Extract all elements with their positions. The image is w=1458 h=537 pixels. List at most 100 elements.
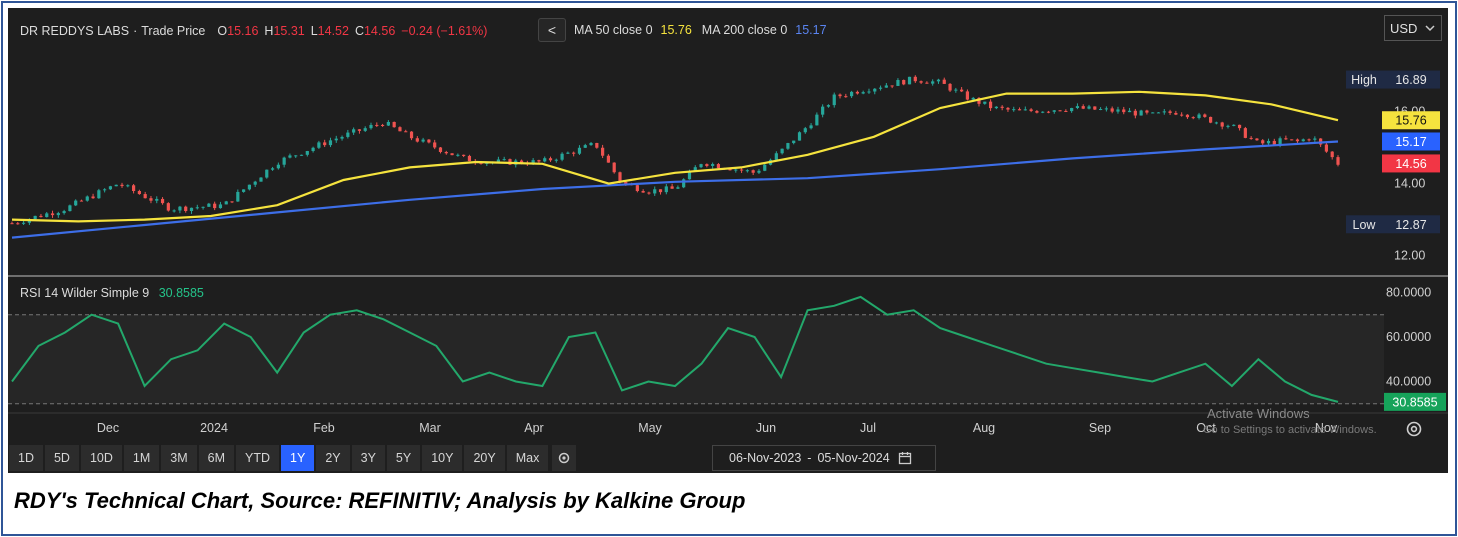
high-label: H [264,24,274,38]
candle-body [392,121,396,128]
candle-body [572,152,576,154]
candle-body [1301,139,1305,142]
timeframe-button-2y[interactable]: 2Y [316,445,350,471]
close-label: C [354,24,364,38]
change-value: −0.24 (−1.61%) [401,24,488,38]
timeframe-button-10y[interactable]: 10Y [422,445,463,471]
candle-body [693,167,697,172]
price-tick-label: 12.00 [1394,249,1425,263]
candle-body [386,121,390,126]
candle-body [242,189,246,192]
chart-legend: DR REDDYS LABS · Trade Price O 15.16 H 1… [20,18,491,44]
close-value: 14.56 [363,24,396,38]
candle-body [166,203,170,211]
high-price-label-tag [1346,70,1382,89]
candle-body [1290,139,1294,141]
candle-body [74,200,78,206]
candle-body [1145,110,1149,113]
candle-body [716,164,721,169]
timeframe-button-5y[interactable]: 5Y [386,445,421,471]
figure-caption: RDY's Technical Chart, Source: REFINITIV… [14,488,746,513]
timeframe-button-5d[interactable]: 5D [44,445,79,471]
high-price-value: 16.89 [1395,73,1426,87]
candle-body [438,147,443,152]
candle-body [1336,157,1340,165]
timeframe-button-20y[interactable]: 20Y [464,445,505,471]
rsi-last-value: 30.8585 [1392,395,1437,409]
candle-body [896,80,900,86]
candle-body [711,164,715,166]
candle-body [855,91,859,94]
candle-body [294,155,298,157]
candle-body [786,143,790,149]
candle-body [850,91,854,97]
timeframe-button-ytd[interactable]: YTD [236,445,280,471]
ma200-line [11,140,1339,239]
time-tick-label: 2024 [200,421,228,435]
candle-body [149,198,153,201]
candle-body [340,136,344,139]
candle-body [606,155,611,163]
candle-body [635,185,639,192]
ma50-value: 15.76 [660,23,692,37]
candle-body [415,138,419,142]
timeframe-button-max[interactable]: Max [506,445,549,471]
candle-body [1284,138,1288,140]
currency-select[interactable]: USD [1384,15,1442,41]
timeframe-button-3m[interactable]: 3M [161,445,197,471]
candle-body [971,97,975,100]
chart-panel: 12.0014.0016.0040.000060.000080.0000Dec2… [8,8,1448,473]
time-tick-label: Nov [1315,421,1338,435]
chevron-left-icon: < [547,22,557,38]
ma-legend: < MA 50 close 0 15.76 MA 200 close 0 15.… [538,17,827,43]
rsi-line [11,295,1339,403]
timeframe-button-10d[interactable]: 10D [80,445,122,471]
chart-settings-button[interactable] [552,445,577,471]
candle-body [751,170,755,173]
candle-body [687,171,692,180]
candle-body [282,157,286,165]
candle-body [1214,122,1219,124]
rsi-last-tag [1384,392,1446,411]
low-price-label: Low [1353,218,1377,232]
candle-body [1330,151,1334,158]
candle-body [1162,111,1166,113]
candle-body [1098,108,1103,110]
candle-body [554,159,558,161]
candle-body [218,204,223,209]
candle-body [91,196,95,199]
timeframe-button-1m[interactable]: 1M [123,445,160,471]
candle-body [1012,109,1016,111]
high-price-label: High [1351,73,1377,87]
collapse-legend-button[interactable]: < [538,18,566,42]
candle-body [560,153,564,160]
ma50-price-tag [1382,111,1440,130]
timeframe-button-6m[interactable]: 6M [198,445,235,471]
candle-body [346,132,350,137]
candle-body [1139,110,1143,116]
time-tick-label: Feb [313,421,335,435]
candle-body [1261,140,1265,144]
settings-icon[interactable] [1403,418,1425,440]
time-tick-label: Dec [97,421,119,435]
time-tick-label: Mar [419,421,441,435]
activate-windows-watermark: Activate Windows Go to Settings to activ… [1203,406,1377,438]
ma200-label: MA 200 close 0 [701,23,788,37]
currency-label: USD [1390,20,1418,36]
high-value: 15.31 [273,24,305,38]
timeframe-button-3y[interactable]: 3Y [351,445,385,471]
candle-body [305,151,309,155]
date-range-picker[interactable]: 06-Nov-2023 - 05-Nov-2024 [712,445,936,471]
timeframe-button-1d[interactable]: 1D [9,445,43,471]
candle-body [705,164,709,166]
candle-body [1000,106,1004,108]
candle-body [682,179,686,188]
timeframe-button-1y[interactable]: 1Y [281,445,315,471]
time-tick-label: Jul [860,421,876,435]
candle-body [774,153,778,160]
candle-body [861,92,865,94]
candle-body [380,124,385,126]
series-type: Trade Price [141,24,206,38]
candle-body [1266,140,1271,144]
candle-body [323,142,327,146]
